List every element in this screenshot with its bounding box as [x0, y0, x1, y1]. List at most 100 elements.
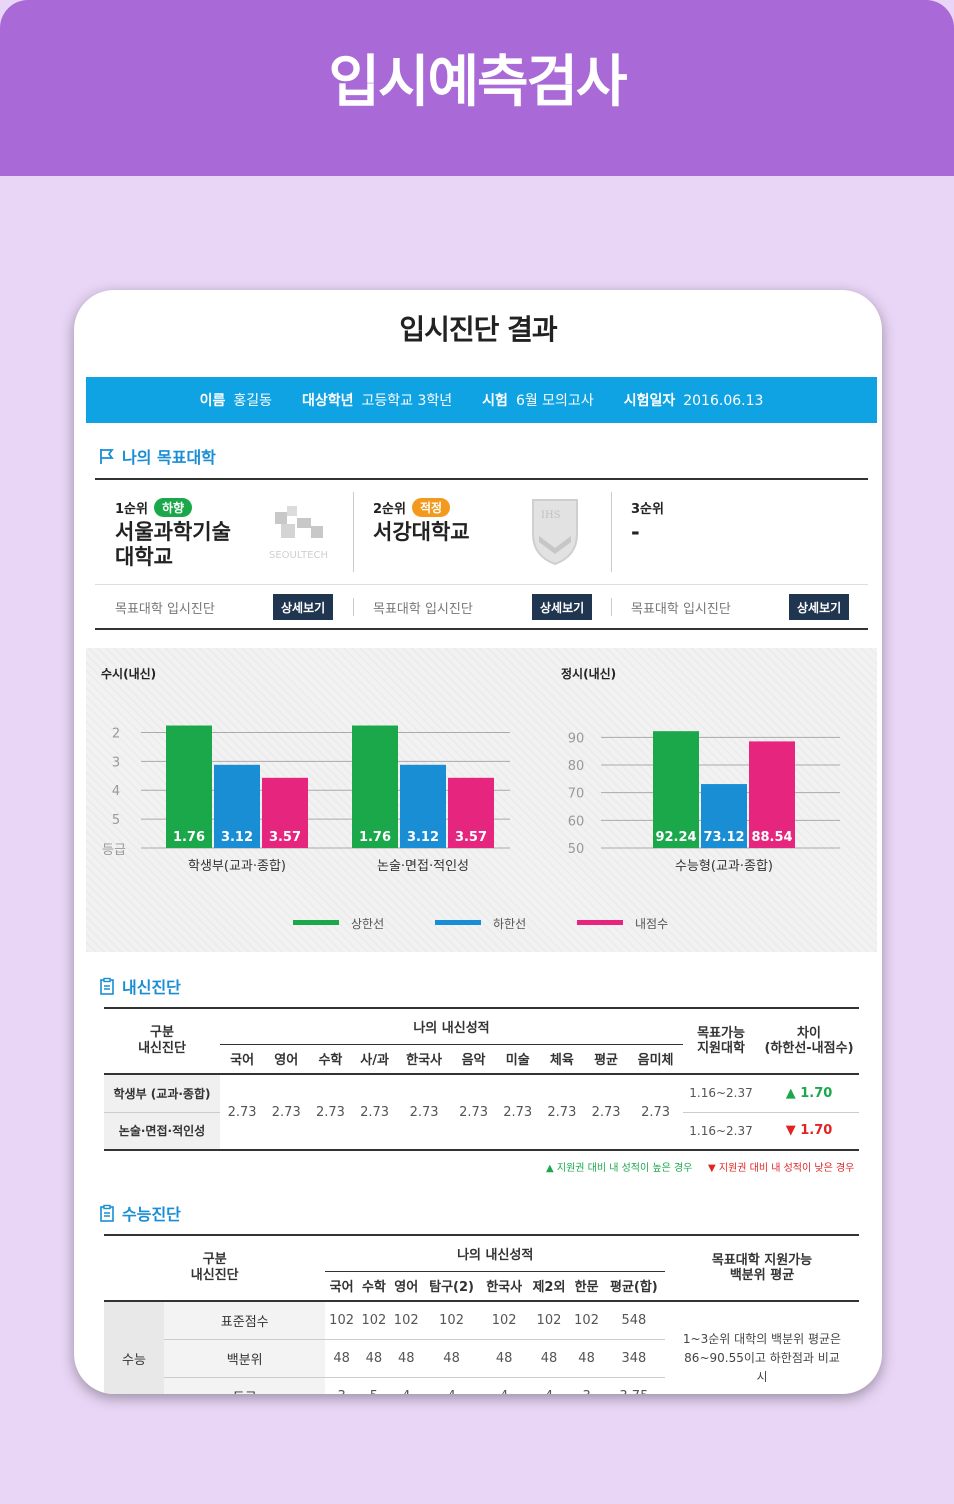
- score-cell: 48: [357, 1339, 391, 1378]
- column-divider: [353, 492, 354, 572]
- university-name: -: [631, 520, 640, 544]
- subject-header: 평균(합): [609, 1280, 658, 1296]
- info-date: 시험일자 2016.06.13: [623, 393, 764, 409]
- subject-header: 체육: [549, 1053, 574, 1069]
- top-banner: 입시예측검사: [0, 0, 954, 176]
- bar-하한선: [400, 764, 446, 848]
- score-cell: 48: [325, 1339, 358, 1378]
- score-cell: 548: [602, 1301, 665, 1340]
- diagnosis-label: 목표대학 입시진단: [373, 602, 473, 617]
- subject-header: 탐구(2): [429, 1280, 474, 1296]
- clipboard-icon: [100, 977, 114, 995]
- chart-title: 정시(내신): [561, 666, 616, 681]
- score-cell: 102: [480, 1301, 528, 1340]
- note-up: ▲ 지원권 대비 내 성적이 높은 경우: [546, 1163, 693, 1174]
- rank-label: 3순위: [631, 502, 664, 517]
- score-cell: 102: [390, 1301, 423, 1340]
- charts-svg: 수시(내신) 2 3 4 5 등급 1.76 3.12 3.57 학생부(교과·종합) 1.76 3.…: [101, 666, 840, 931]
- subject-header: 한국사: [486, 1280, 523, 1296]
- banner-title: 입시예측검사: [328, 49, 627, 115]
- bar-상한선: [653, 731, 699, 848]
- detail-button-2[interactable]: 상세보기: [532, 594, 593, 620]
- score-cell: 4: [422, 1377, 481, 1394]
- header-my-score: 나의 내신성적: [220, 1008, 683, 1045]
- score-cell: 102: [570, 1301, 603, 1340]
- sogang-emblem-icon: IHS: [532, 499, 578, 566]
- score-cell: 48: [570, 1339, 603, 1378]
- row-label: 백분위: [164, 1339, 326, 1378]
- bar-상한선: [166, 725, 212, 848]
- x-category-label: 수능형(교과·종합): [675, 859, 773, 874]
- row-label: 논술·면접·적인성: [104, 1112, 220, 1150]
- x-category-label: 학생부(교과·종합): [188, 859, 286, 874]
- subject-header: 국어: [230, 1053, 255, 1069]
- column-divider: [611, 492, 612, 572]
- legend-label: 하한선: [493, 917, 526, 931]
- subject-header: 수학: [318, 1053, 343, 1069]
- bar-value-label: 88.54: [751, 830, 792, 845]
- target-range: 1.16~2.37: [683, 1074, 759, 1113]
- score-cell: 348: [602, 1339, 665, 1378]
- y-tick-label: 70: [568, 787, 585, 802]
- subject-header: 영어: [274, 1053, 299, 1069]
- university-name: 서울과학기술 대학교: [115, 520, 231, 569]
- note-down: ▼ 지원권 대비 내 성적이 낮은 경우: [708, 1163, 855, 1174]
- bar-내점수: [448, 777, 494, 848]
- target-1: 1순위 하향 서울과학기술 대학교 SEOULTECH: [95, 480, 353, 584]
- subject-header: 평균: [594, 1053, 619, 1069]
- detail-button-3[interactable]: 상세보기: [789, 594, 850, 620]
- rank-badge: 적정: [411, 498, 451, 517]
- subject-header: 미술: [505, 1053, 530, 1069]
- bar-value-label: 3.57: [455, 830, 487, 845]
- bar-하한선: [701, 784, 747, 848]
- y-tick-label: 60: [568, 814, 585, 829]
- y-tick-label: 90: [568, 731, 585, 746]
- target-note: 1~3순위 대학의 백분위 평균은 86~90.55이고 하한점과 비교시: [682, 1332, 842, 1384]
- legend-swatch: [293, 920, 339, 925]
- seoultech-logo-icon: SEOULTECH: [269, 506, 328, 561]
- bar-value-label: 73.12: [703, 830, 744, 845]
- subject-header: 음악: [461, 1053, 486, 1069]
- svg-text:SEOULTECH: SEOULTECH: [269, 550, 328, 561]
- target-heading: 나의 목표대학: [98, 444, 216, 468]
- legend-swatch: [435, 920, 481, 925]
- row-label: 표준점수: [164, 1301, 326, 1340]
- legend-swatch: [577, 920, 623, 925]
- university-name: 서강대학교: [373, 520, 470, 544]
- card-title: 입시진단 결과: [399, 313, 557, 346]
- header-my-score: 나의 내신성적: [325, 1235, 665, 1272]
- y-tick-label: 4: [112, 784, 120, 799]
- header-target: 목표대학 지원가능 백분위 평균: [711, 1253, 813, 1283]
- score-cell: 3: [325, 1377, 358, 1394]
- suneung-heading: 수능진단: [98, 1201, 181, 1225]
- subject-header: 음미체: [637, 1053, 674, 1069]
- score-cell: 2.73: [315, 1104, 345, 1120]
- table-row: 등급35444433.75: [104, 1377, 859, 1394]
- subject-header: 제2외: [532, 1280, 566, 1296]
- table-row: 수능 표준점수 102 102 102 102 102 102 102 548 1~3순위 대학의 …: [104, 1301, 859, 1394]
- score-cell: 102: [527, 1301, 571, 1340]
- naesin-heading: 내신진단: [98, 974, 181, 998]
- table-row: 학생부 (교과·종합) 2.73 2.73 2.73 2.73 2.73 2.73 2.73 2…: [104, 1074, 859, 1120]
- subject-header: 한국사: [406, 1053, 443, 1069]
- diff-value: ▲ 1.70: [759, 1074, 859, 1113]
- y-tick-label: 5: [112, 813, 120, 828]
- bar-하한선: [214, 764, 260, 848]
- bar-value-label: 3.12: [221, 830, 253, 845]
- flag-icon: [100, 449, 114, 464]
- result-card: 입시진단 결과 이름 홍길동 대상학년 고등학교 3학년 시험 6월 모의고사 시험일…: [74, 290, 882, 1394]
- target-2: 2순위 적정 서강대학교 IHS: [353, 480, 611, 584]
- detail-button-1[interactable]: 상세보기: [273, 594, 334, 620]
- score-cell: 2.73: [641, 1104, 671, 1120]
- score-cell: 4: [390, 1377, 423, 1394]
- subject-header: 영어: [394, 1280, 419, 1296]
- score-cell: 2.73: [591, 1104, 621, 1120]
- score-cell: 2.73: [227, 1104, 257, 1120]
- score-cell: 2.73: [271, 1104, 301, 1120]
- score-cell: 5: [357, 1377, 391, 1394]
- row-label: 등급: [164, 1377, 326, 1394]
- svg-text:IHS: IHS: [541, 510, 561, 521]
- score-cell: 4: [527, 1377, 571, 1394]
- legend-label: 상한선: [351, 917, 384, 931]
- info-name: 이름 홍길동: [199, 393, 272, 409]
